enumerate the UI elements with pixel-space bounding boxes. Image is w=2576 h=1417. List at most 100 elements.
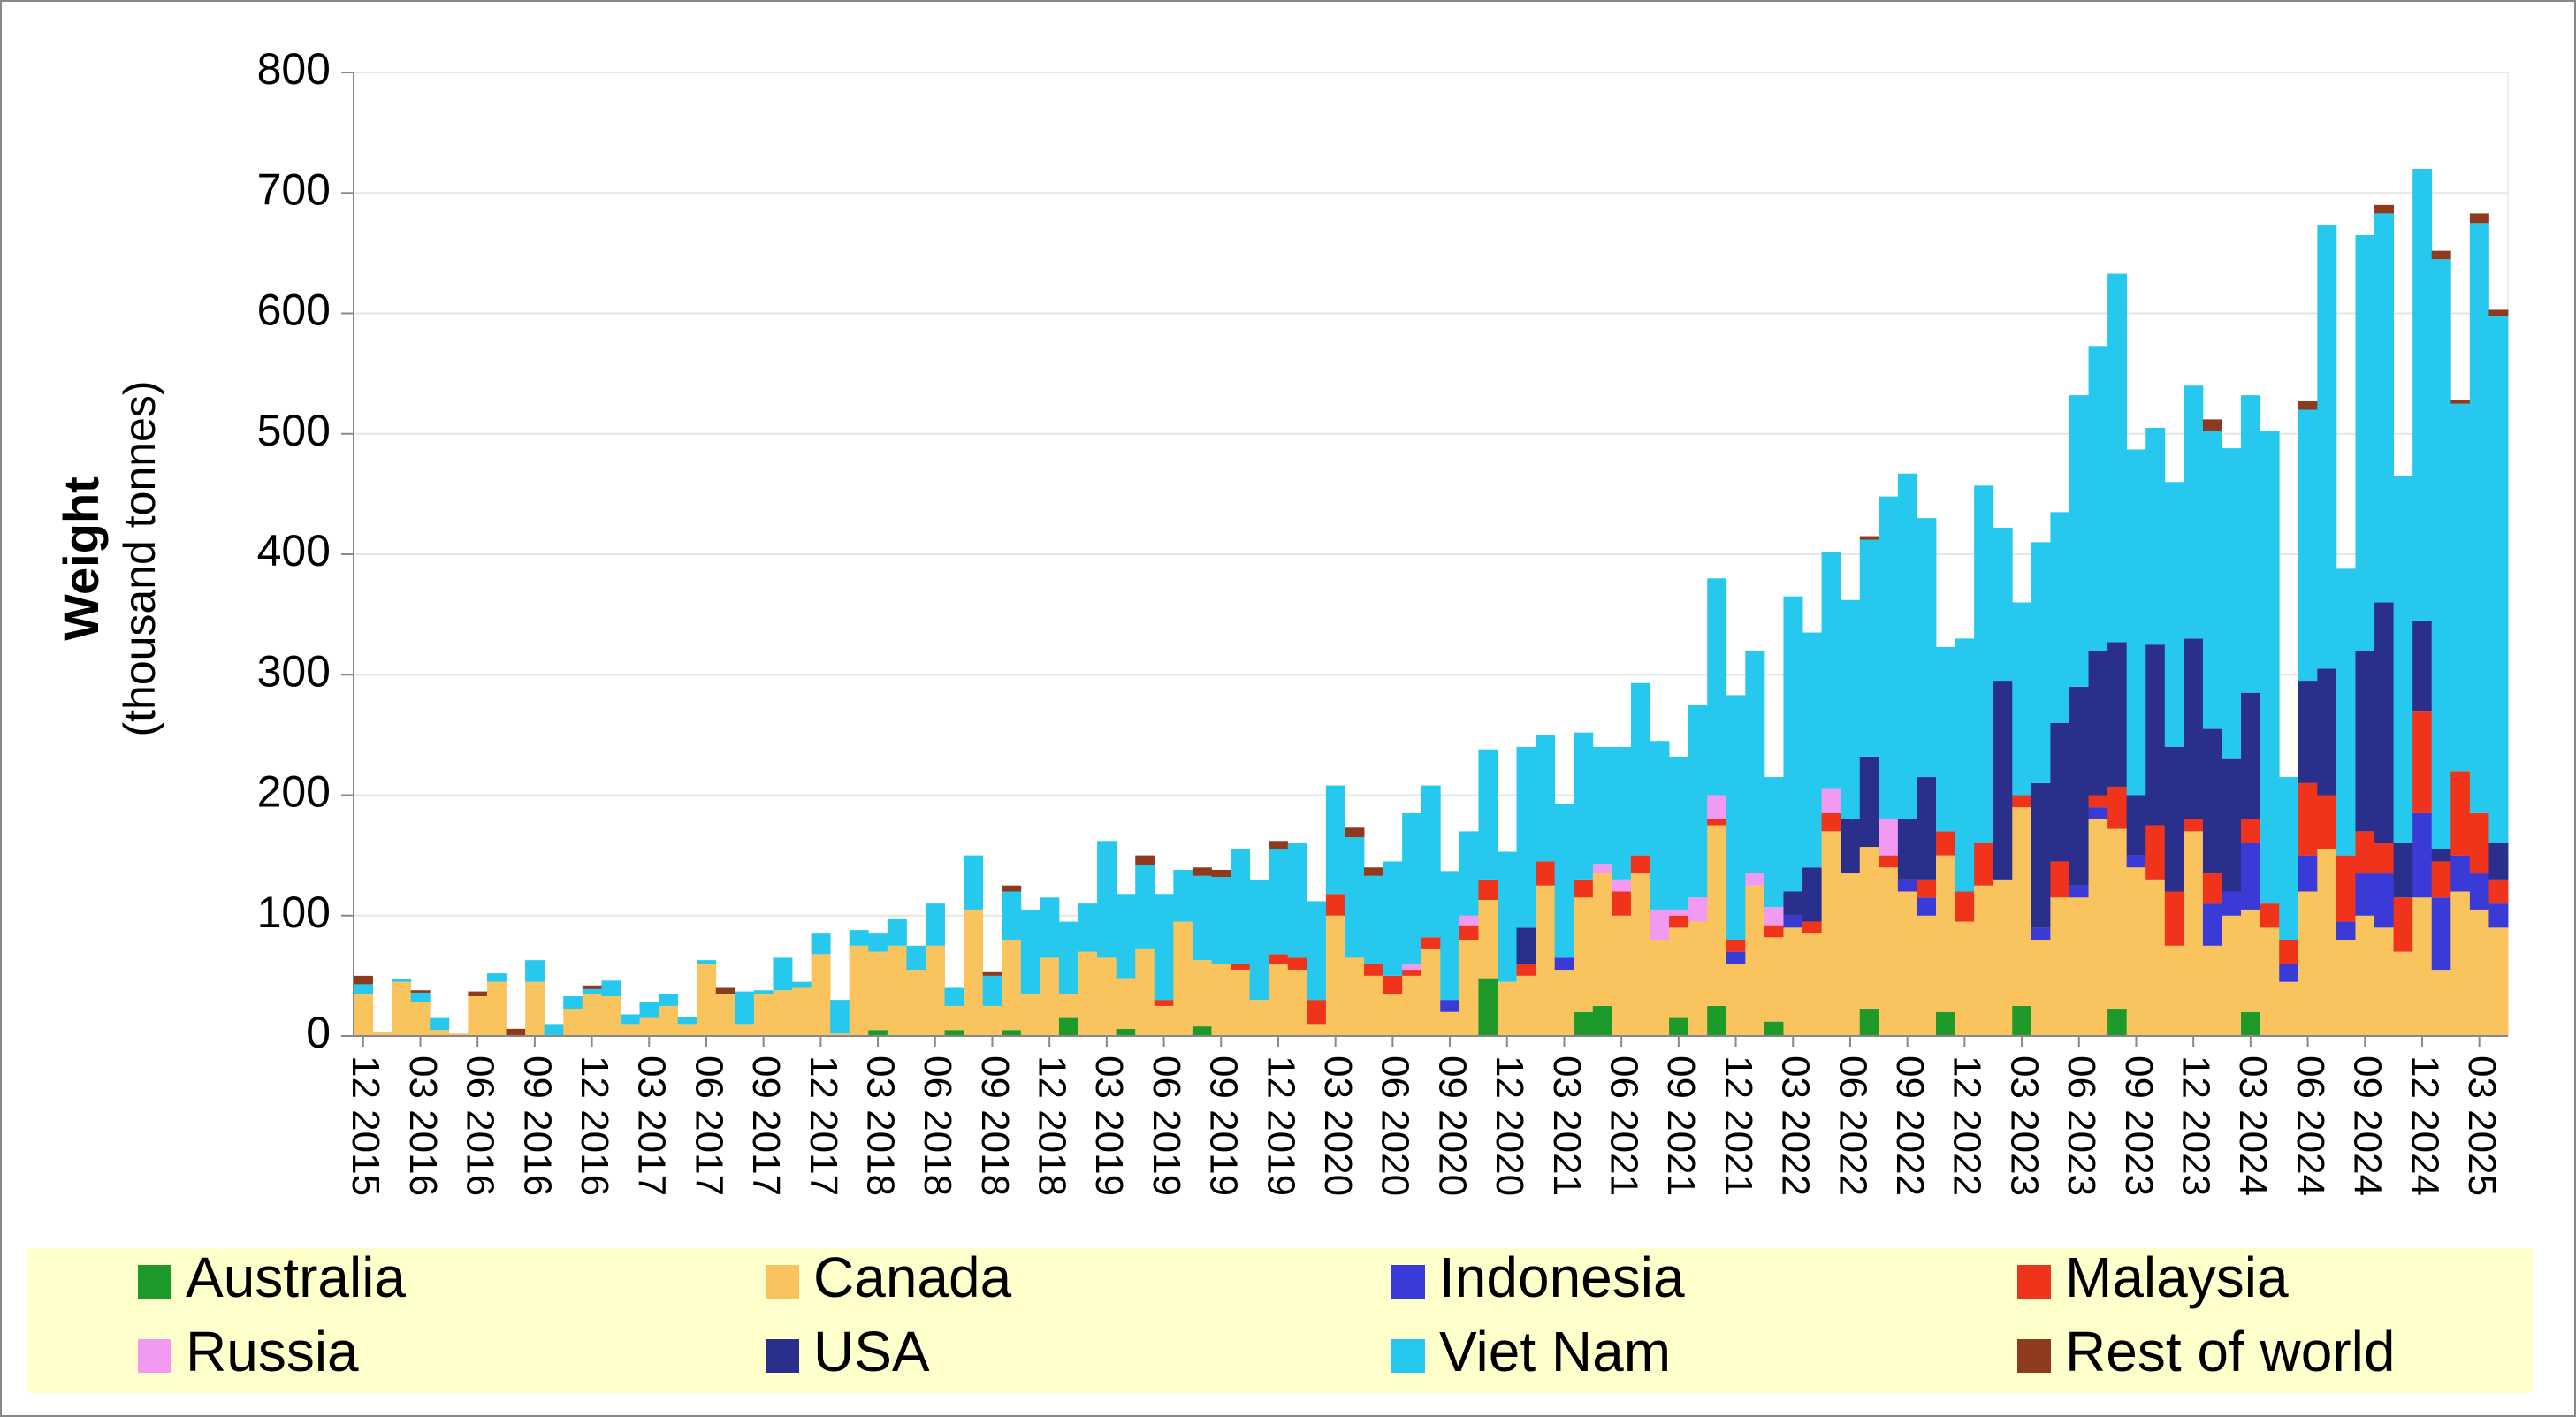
bar-segment: [982, 971, 1002, 976]
bar-segment: [1897, 819, 1917, 880]
x-tick-label: 09 2016: [515, 1055, 559, 1196]
bar-segment: [1135, 948, 1155, 1036]
bar-segment: [354, 994, 373, 1036]
bar-segment: [1383, 994, 1403, 1036]
bar-segment: [1592, 1005, 1612, 1036]
bar-segment: [1859, 847, 1879, 1010]
bar-segment: [1630, 855, 1650, 874]
bar-segment: [2279, 777, 2299, 940]
bar-segment: [1936, 831, 1955, 856]
bar-segment: [1554, 804, 1574, 958]
bar-segment: [2355, 831, 2375, 874]
x-tick-label: 03 2016: [401, 1055, 445, 1196]
bar-segment: [563, 1009, 583, 1036]
bar-segment: [1459, 915, 1479, 926]
bar-segment: [1917, 879, 1937, 898]
bar-segment: [1402, 975, 1422, 1036]
bar-segment: [354, 984, 373, 994]
y-axis-unit: (thousand tonnes): [115, 380, 164, 736]
bar-segment: [2202, 728, 2222, 874]
bar-segment: [372, 1032, 392, 1036]
bar-segment: [2012, 602, 2032, 796]
bar-segment: [887, 918, 907, 946]
x-tick-label: 09 2022: [1888, 1055, 1932, 1196]
bar-segment: [1993, 879, 2013, 1036]
bar-segment: [1650, 741, 1670, 910]
bar-segment: [1821, 831, 1841, 1036]
legend-label: Malaysia: [2065, 1246, 2289, 1309]
bar-segment: [486, 981, 507, 1036]
bar-segment: [1364, 875, 1383, 964]
bar-segment: [1802, 867, 1823, 922]
bar-segment: [2412, 711, 2433, 813]
bar-segment: [1993, 528, 2013, 682]
bar-segment: [1879, 496, 1899, 819]
legend-swatch: [1391, 1265, 1425, 1299]
bar-segment: [1726, 951, 1746, 964]
legend-swatch: [766, 1265, 799, 1299]
x-tick-label: 09 2019: [1202, 1055, 1246, 1196]
bar-segment: [1078, 951, 1098, 1036]
bar-segment: [620, 1024, 640, 1036]
bar-segment: [753, 994, 774, 1036]
bar-segment: [1269, 849, 1289, 955]
bar-segment: [525, 960, 545, 982]
bar-segment: [2450, 771, 2471, 856]
bar-segment: [582, 988, 602, 994]
bar-segment: [1478, 978, 1498, 1036]
bar-segment: [2431, 897, 2451, 971]
bar-segment: [1536, 861, 1556, 886]
bar-segment: [2069, 686, 2089, 886]
bar-segment: [1764, 777, 1784, 908]
legend-label: Indonesia: [1439, 1246, 1685, 1309]
bar-segment: [2145, 879, 2166, 1036]
bar-segment: [2374, 602, 2395, 843]
bar-segment: [1917, 915, 1937, 1036]
bar-segment: [2450, 855, 2471, 892]
bar-segment: [2107, 273, 2128, 643]
bar-segment: [1383, 975, 1403, 994]
bar-segment: [1802, 933, 1823, 1036]
bar-segment: [1841, 819, 1861, 874]
bar-segment: [1612, 879, 1632, 892]
bar-segment: [2088, 819, 2108, 1036]
bar-segment: [2069, 885, 2089, 898]
x-tick-label: 12 2017: [802, 1055, 845, 1196]
y-axis-title: Weight: [53, 476, 109, 641]
bar-segment: [1669, 1017, 1689, 1036]
bar-segment: [2450, 400, 2471, 404]
x-tick-label: 03 2022: [1774, 1055, 1818, 1196]
bar-segment: [2241, 395, 2261, 693]
bar-segment: [601, 980, 621, 997]
bar-segment: [2431, 250, 2451, 260]
bar-segment: [2164, 747, 2184, 892]
bar-segment: [2088, 795, 2108, 808]
bar-segment: [468, 996, 488, 1036]
x-tick-label: 06 2018: [916, 1055, 959, 1196]
bar-segment: [486, 973, 507, 982]
bar-segment: [1287, 843, 1307, 958]
bar-segment: [582, 994, 602, 1036]
bar-segment: [1821, 788, 1841, 813]
bar-segment: [430, 1017, 450, 1031]
bar-segment: [1726, 695, 1746, 940]
x-tick-label: 06 2022: [1831, 1055, 1874, 1196]
y-tick-label: 200: [257, 767, 331, 817]
bar-segment: [1783, 891, 1803, 916]
y-tick-label: 600: [257, 286, 331, 335]
bar-segment: [1116, 978, 1136, 1029]
bar-segment: [944, 987, 964, 1006]
bar-segment: [1592, 873, 1612, 1006]
bar-segment: [830, 1033, 850, 1036]
x-tick-label: 09 2021: [1659, 1055, 1703, 1196]
bar-segment: [392, 979, 412, 982]
bar-segment: [1612, 915, 1632, 1036]
bar-segment: [1821, 812, 1841, 832]
bar-segment: [982, 1005, 1002, 1036]
bar-segment: [1574, 897, 1594, 1012]
bar-segment: [1421, 937, 1441, 949]
bar-segment: [2298, 681, 2318, 783]
bar-segment: [2298, 782, 2318, 856]
bar-segment: [392, 981, 412, 1036]
bar-segment: [2145, 644, 2166, 826]
